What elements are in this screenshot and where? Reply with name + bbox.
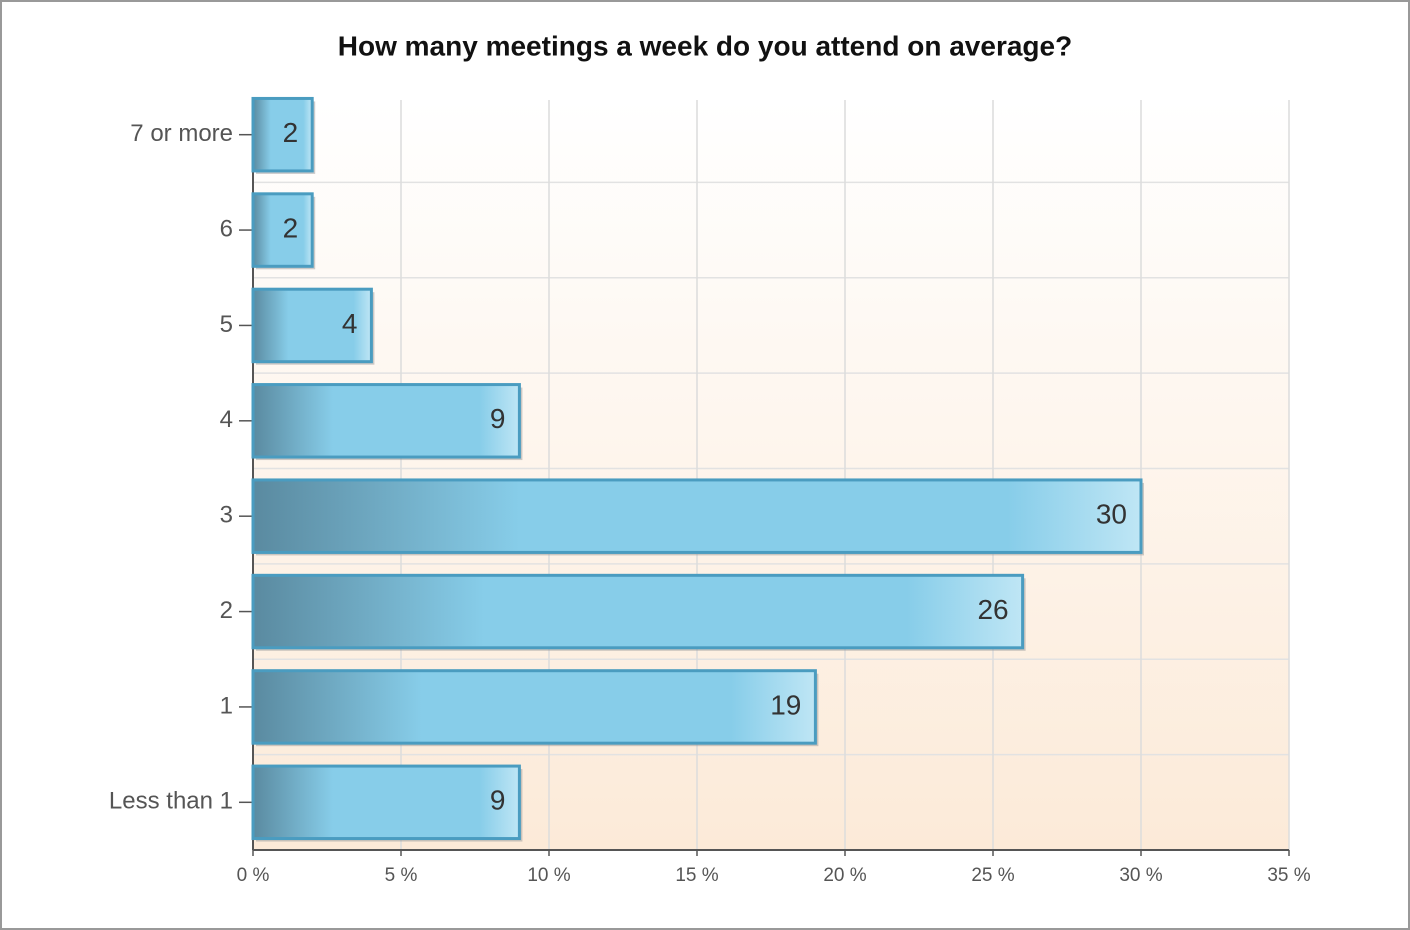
y-tick-label: Less than 1 [109, 788, 233, 815]
x-tick-label: 30 % [1119, 865, 1162, 886]
data-label: 9 [490, 403, 506, 434]
bar [251, 287, 373, 364]
data-label: 30 [1096, 499, 1127, 530]
bar [251, 96, 314, 173]
y-tick-label: 3 [220, 502, 233, 529]
chart-title: How many meetings a week do you attend o… [338, 30, 1072, 61]
y-tick-label: 1 [220, 692, 233, 719]
bar [251, 573, 1025, 650]
bar [251, 764, 521, 841]
y-tick-label: 4 [220, 406, 233, 433]
data-label: 9 [490, 785, 506, 816]
bar [251, 478, 1143, 554]
y-tick-label: 6 [220, 215, 233, 242]
y-tick-label: 5 [220, 311, 233, 338]
x-tick-label: 10 % [527, 865, 570, 886]
y-tick-label: 2 [220, 597, 233, 624]
x-tick-label: 35 % [1267, 865, 1310, 886]
bar [251, 669, 817, 745]
data-label: 26 [977, 594, 1008, 625]
x-tick-label: 5 % [385, 865, 418, 886]
data-label: 4 [342, 308, 358, 339]
data-label: 2 [283, 212, 299, 243]
data-label: 19 [770, 689, 801, 720]
bar [251, 383, 521, 459]
x-tick-label: 0 % [237, 865, 270, 886]
data-label: 2 [283, 117, 299, 148]
x-tick-label: 20 % [823, 865, 866, 886]
x-tick-label: 15 % [675, 865, 718, 886]
y-tick-label: 7 or more [130, 120, 233, 147]
bar [251, 192, 314, 268]
x-tick-label: 25 % [971, 865, 1014, 886]
